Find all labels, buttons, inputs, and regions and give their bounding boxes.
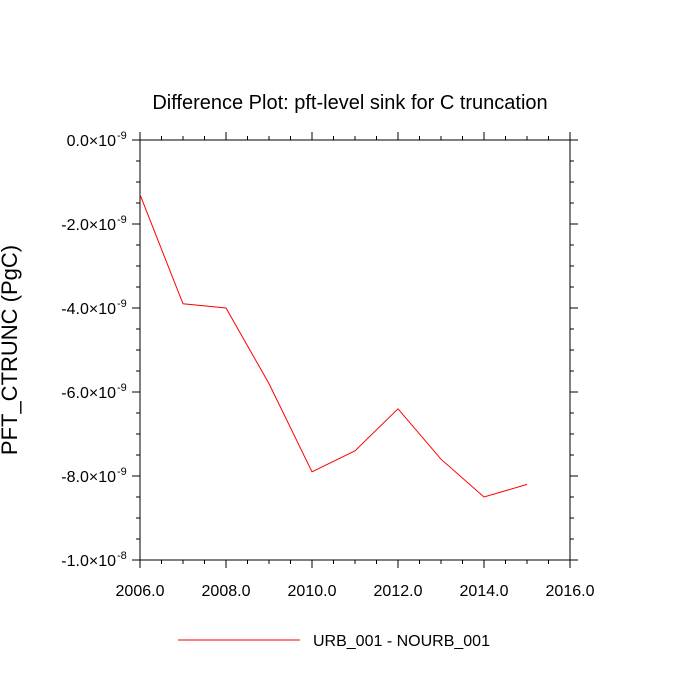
chart-title: Difference Plot: pft-level sink for C tr… [152, 92, 547, 114]
y-tick-exponent: -9 [117, 214, 127, 226]
y-tick-label: -8-1.0×10 [61, 550, 127, 570]
y-tick-mantissa: -6.0×10 [61, 385, 116, 402]
y-tick-label: -9-6.0×10 [61, 382, 127, 402]
y-tick-mantissa: -1.0×10 [61, 553, 116, 570]
x-axis-ticks: 2006.0 2008.0 2010.0 2012.0 2014.0 2016.0 [116, 132, 595, 600]
y-tick-label: -9-4.0×10 [61, 298, 127, 318]
y-tick-exponent: -8 [117, 550, 127, 562]
plot-area-frame [139, 139, 571, 561]
y-tick-exponent: -9 [117, 130, 127, 142]
x-tick-label: 2008.0 [202, 583, 251, 600]
x-tick-label: 2010.0 [288, 583, 337, 600]
y-tick-exponent: -9 [117, 382, 127, 394]
y-tick-mantissa: 0.0×10 [67, 133, 116, 150]
y-axis-ticks: -90.0×10-9-2.0×10-9-4.0×10-9-6.0×10-9-8.… [61, 130, 578, 570]
series-layer [139, 194, 528, 498]
series-line [139, 194, 528, 498]
x-tick-label: 2016.0 [546, 583, 595, 600]
x-tick-label: 2012.0 [374, 583, 423, 600]
x-tick-label: 2006.0 [116, 583, 165, 600]
y-tick-label: -9-2.0×10 [61, 214, 127, 234]
y-tick-mantissa: -2.0×10 [61, 217, 116, 234]
legend: URB_001 - NOURB_001 [178, 633, 490, 650]
y-tick-label: -9-8.0×10 [61, 466, 127, 486]
y-tick-mantissa: -8.0×10 [61, 469, 116, 486]
y-tick-exponent: -9 [117, 466, 127, 478]
legend-label: URB_001 - NOURB_001 [313, 633, 490, 650]
y-axis-label: PFT_CTRUNC (PgC) [0, 245, 22, 455]
y-tick-exponent: -9 [117, 298, 127, 310]
y-tick-label: -90.0×10 [67, 130, 127, 150]
y-tick-mantissa: -4.0×10 [61, 301, 116, 318]
x-tick-label: 2014.0 [460, 583, 509, 600]
